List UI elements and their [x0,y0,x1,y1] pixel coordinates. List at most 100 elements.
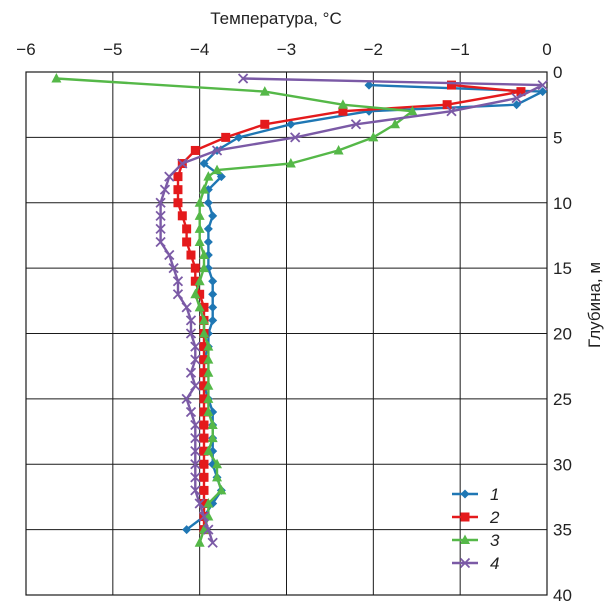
legend-swatch-marker [460,512,470,522]
y-tick-label: 0 [553,63,562,82]
series-3-point [199,262,210,273]
series-1-point [203,237,213,247]
series-4-point [190,341,201,352]
series-3-point [199,184,210,194]
series-2-point [199,407,209,417]
y-axis-title: Глубина, м [585,262,604,348]
series-4-point [290,132,301,143]
series-1 [182,80,548,535]
series-4-point [155,197,166,208]
series-3-point [194,236,205,246]
series-2-point [199,433,209,443]
series-2-point [186,250,196,260]
legend-swatch-marker [459,557,471,569]
series-4-point [190,354,201,365]
series-4-point [164,171,175,182]
series-3-point [285,158,296,168]
series-3-point [190,288,201,299]
legend-label: 4 [490,554,499,573]
series-2-point [190,263,200,273]
y-tick-label: 20 [553,325,572,344]
series-2-point [199,381,209,391]
series-3-point [203,354,214,364]
x-tick-label: 0 [542,40,551,59]
y-tick-label: 40 [553,586,572,602]
legend-label: 3 [490,531,500,550]
series-1-point [208,211,218,221]
series-2-point [173,172,183,182]
data-series [51,73,548,548]
series-3-point [203,367,214,377]
series-4-point [172,276,184,287]
series-4-point [190,485,201,496]
series-2-line [176,83,523,530]
series-3-point [407,105,418,116]
series-1-point [182,525,192,535]
series-4-point [190,419,201,431]
series-2-point [199,485,209,495]
series-2-point [221,132,231,142]
series-2-point [260,119,270,129]
series-3-point [194,537,205,547]
series-2-point [516,87,526,97]
series-4-point [350,119,362,130]
axis-tick-labels: −6 −5 −4 −3 −2 −1 00 5 10 15 20 25 30 35 40 [16,40,572,602]
series-4-point [511,93,522,104]
series-3-point [199,328,210,338]
series-2-point [182,237,192,247]
series-3-point [212,458,223,469]
series-3-point [337,99,348,109]
legend: 1 2 3 4 [452,485,500,573]
series-1-point [208,315,218,325]
legend-item-2: 2 [452,508,500,527]
series-4-point [194,498,205,509]
series-3-point [203,406,214,416]
series-2-point [199,420,209,430]
x-tick-label: −6 [16,40,35,59]
series-4-point [185,406,197,418]
series-2-point [199,342,209,352]
series-3-point [203,380,214,390]
series-1-point [234,132,244,142]
series-2-point [199,472,209,482]
x-tick-label: −2 [364,40,383,59]
series-3-point [203,497,214,508]
y-tick-label: 15 [553,259,572,278]
series-2-point [442,100,452,110]
series-1-point [199,159,209,169]
series-2-point [182,224,192,234]
x-tick-label: −3 [277,40,296,59]
y-tick-label: 10 [553,194,572,213]
series-4-point [203,524,214,535]
series-3-point [194,275,205,286]
series-4-point [185,315,197,326]
series-1-point [286,119,296,129]
legend-item-4: 4 [452,554,499,573]
series-1-point [203,198,213,208]
series-2-point [446,80,456,90]
x-tick-label: −5 [103,40,122,59]
series-4-point [177,158,188,169]
series-3-point [368,131,379,142]
series-3-point [194,223,205,233]
series-4-point [207,537,218,548]
series-3-point [207,419,218,430]
series-4-point [172,289,184,300]
plot-frame [25,71,548,596]
series-2-point [177,211,187,221]
series-3-point [216,484,227,495]
series-3-point [194,301,205,312]
series-2-point [173,198,183,208]
series-4-point [190,432,201,444]
series-4-point [446,106,457,117]
y-tick-label: 25 [553,390,572,409]
series-3-point [207,432,218,443]
legend-swatch-marker [460,534,470,544]
series-4-point [164,249,175,261]
x-tick-label: −1 [450,40,469,59]
series-4-point [185,328,197,339]
series-1-point [208,289,218,299]
series-2-point [199,355,209,365]
series-3-point [212,164,223,175]
